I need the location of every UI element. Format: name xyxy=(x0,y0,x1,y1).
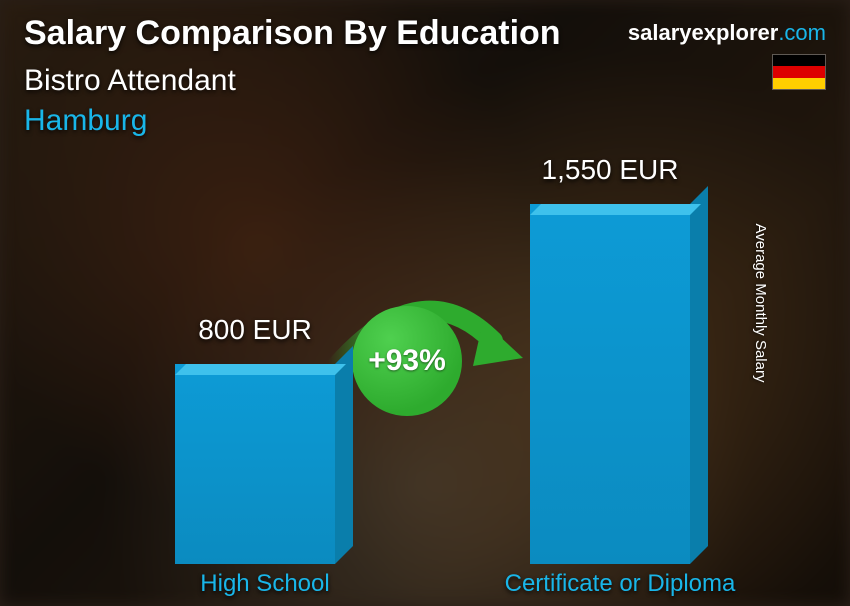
bar-chart: +93% 800 EUR 1,550 EUR High School Certifi… xyxy=(0,166,850,606)
flag-stripe-1 xyxy=(773,66,825,77)
bar-category-label: Certificate or Diploma xyxy=(470,570,770,598)
bar-side xyxy=(690,186,708,564)
bar-top xyxy=(530,204,701,215)
bar-front xyxy=(530,204,690,564)
flag-icon xyxy=(772,54,826,90)
flag-stripe-2 xyxy=(773,78,825,89)
bar-0: 800 EUR xyxy=(175,364,335,564)
flag-stripe-0 xyxy=(773,55,825,66)
job-title: Bistro Attendant xyxy=(24,64,236,98)
percent-change-badge: +93% xyxy=(352,306,462,416)
bar-side xyxy=(335,346,353,564)
bar-top xyxy=(175,364,346,375)
percent-change-text: +93% xyxy=(368,344,446,378)
bar-value-label: 800 EUR xyxy=(155,314,355,346)
bar-1: 1,550 EUR xyxy=(530,204,690,564)
bar-category-label: High School xyxy=(135,570,395,598)
bar-value-label: 1,550 EUR xyxy=(510,154,710,186)
brand-label: salaryexplorer.com xyxy=(628,20,826,46)
brand-suffix: .com xyxy=(778,20,826,45)
bar-front xyxy=(175,364,335,564)
location-label: Hamburg xyxy=(24,104,147,138)
brand-name: salaryexplorer xyxy=(628,20,778,45)
page-title: Salary Comparison By Education xyxy=(24,14,561,53)
